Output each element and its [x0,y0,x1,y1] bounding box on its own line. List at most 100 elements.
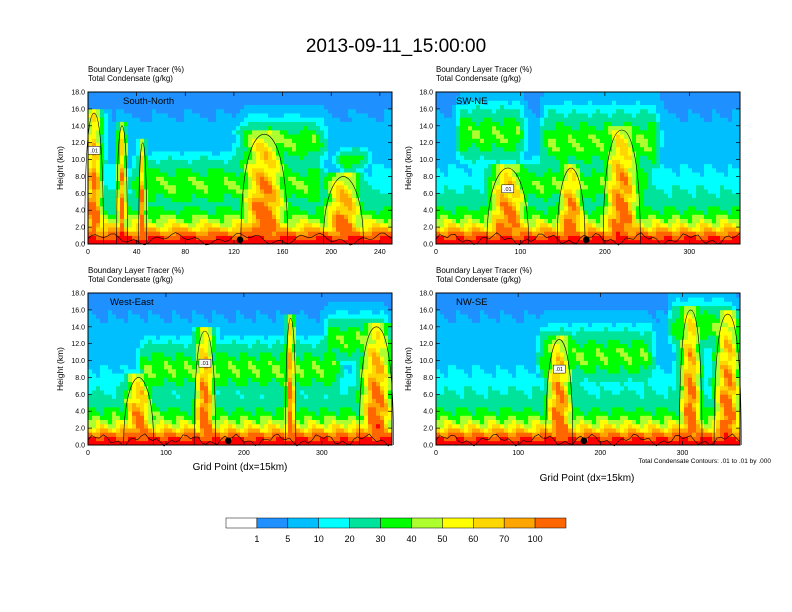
heatmap-cell [296,151,301,156]
heatmap-cell [220,197,225,203]
heatmap-cell [188,138,193,144]
heatmap-cell [604,227,609,232]
heatmap-cell [468,151,473,156]
heatmap-cell [128,155,133,160]
heatmap-cell [376,201,381,207]
heatmap-cell [364,96,369,101]
heatmap-cell [304,151,309,156]
heatmap-cell [188,92,193,97]
heatmap-cell [192,227,197,232]
heatmap-cell [248,235,253,241]
heatmap-cell [292,142,297,148]
heatmap-cell [360,117,365,122]
heatmap-cell [340,206,345,211]
heatmap-cell [596,168,601,173]
heatmap-cell [476,222,481,228]
heatmap-cell [368,235,373,241]
heatmap-cell [644,121,649,127]
heatmap-cell [348,130,353,135]
heatmap-cell [668,193,673,198]
heatmap-cell [544,218,549,224]
heatmap-cell [612,159,617,165]
heatmap-cell [228,96,233,101]
heatmap-cell [268,142,273,148]
heatmap-cell [568,222,573,228]
heatmap-cell [660,218,665,224]
heatmap-cell [124,142,129,148]
heatmap-cell [512,113,517,118]
heatmap-cell [608,218,613,224]
heatmap-cell [120,100,125,106]
heatmap-cell [236,117,241,122]
heatmap-cell [668,163,673,169]
heatmap-cell [156,218,161,224]
heatmap-cell [336,134,341,139]
heatmap-cell [124,104,129,110]
heatmap-cell [100,151,105,156]
heatmap-cell [180,180,185,186]
heatmap-cell [220,155,225,160]
heatmap-cell [152,108,157,114]
heatmap-cell [532,231,537,236]
heatmap-cell [216,159,221,165]
heatmap-cell [368,142,373,148]
heatmap-cell [256,231,261,236]
heatmap-cell [304,214,309,220]
heatmap-cell [88,155,93,160]
heatmap-cell [628,163,633,169]
heatmap-cell [444,231,449,236]
heatmap-cell [616,206,621,211]
heatmap-cell [528,176,533,182]
heatmap-cell [448,134,453,139]
heatmap-cell [372,231,377,236]
heatmap-cell [636,104,641,110]
heatmap-cell [636,134,641,139]
heatmap-cell [384,96,389,101]
heatmap-cell [316,210,321,215]
heatmap-cell [140,130,145,135]
heatmap-cell [232,231,237,236]
heatmap-cell [444,193,449,198]
heatmap-cell [252,96,257,101]
heatmap-cell [220,231,225,236]
heatmap-cell [224,125,229,131]
heatmap-cell [200,193,205,198]
heatmap-cell [120,125,125,131]
heatmap-cell [208,92,213,97]
heatmap-cell [448,210,453,215]
heatmap-cell [348,214,353,220]
heatmap-cell [512,138,517,144]
heatmap-cell [312,125,317,131]
heatmap-cell [580,125,585,131]
heatmap-cell [480,96,485,101]
heatmap-cell [168,227,173,232]
heatmap-cell [116,210,121,215]
heatmap-cell [600,159,605,165]
heatmap-cell [472,231,477,236]
heatmap-cell [140,121,145,127]
heatmap-cell [272,235,277,241]
heatmap-cell [492,176,497,182]
heatmap-cell [384,142,389,148]
heatmap-cell [480,214,485,220]
heatmap-cell [476,151,481,156]
heatmap-cell [376,206,381,211]
y-tick-label: 4.0 [75,208,85,215]
heatmap-cell [140,176,145,182]
heatmap-cell [140,113,145,118]
heatmap-cell [256,172,261,177]
heatmap-cell [184,100,189,106]
heatmap-cell [288,146,293,152]
heatmap-cell [480,218,485,224]
heatmap-cell [460,172,465,177]
heatmap-cell [336,184,341,190]
heatmap-cell [100,235,105,241]
heatmap-cell [620,125,625,131]
heatmap-cell [320,159,325,165]
heatmap-cell [200,235,205,241]
heatmap-cell [448,189,453,194]
heatmap-cell [316,125,321,131]
heatmap-cell [212,176,217,182]
heatmap-cell [384,155,389,160]
